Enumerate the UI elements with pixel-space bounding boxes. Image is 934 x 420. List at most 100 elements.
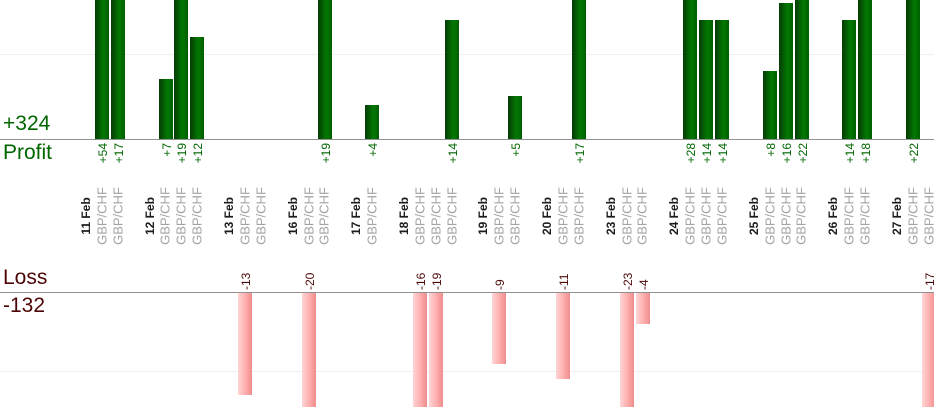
loss-value-label: -16: [414, 272, 428, 290]
pair-label: GBP/CHF: [857, 187, 873, 245]
date-label: 13 Feb: [222, 196, 237, 236]
profit-bar: [318, 0, 332, 139]
loss-bar: [620, 293, 634, 407]
profit-bar: [508, 96, 522, 139]
pair-label: GBP/CHF: [157, 187, 173, 245]
loss-value-label: -13: [239, 272, 253, 290]
date-label: 16 Feb: [285, 196, 300, 236]
pair-label: GBP/CHF: [491, 187, 507, 245]
profit-value-label: +19: [319, 143, 333, 164]
pair-label: GBP/CHF: [94, 187, 110, 245]
loss-bar: [429, 293, 443, 407]
loss-bar: [492, 293, 506, 364]
loss-value-label: -9: [493, 279, 507, 290]
profit-gridline: [0, 54, 934, 55]
profit-value-label: +22: [907, 143, 921, 164]
date-label: 27 Feb: [889, 196, 904, 236]
loss-bar: [922, 293, 934, 407]
profit-value-label: +14: [716, 143, 730, 164]
profit-value-label: +22: [796, 143, 810, 164]
profit-value-label: +12: [191, 143, 205, 164]
profit-value-label: +4: [366, 143, 380, 157]
pair-label: GBP/CHF: [253, 187, 269, 245]
pair-label: GBP/CHF: [619, 187, 635, 245]
profit-axis-title: Profit: [3, 141, 53, 164]
profit-bar: [699, 20, 713, 139]
profit-value-label: +28: [684, 143, 698, 164]
pair-label: GBP/CHF: [905, 187, 921, 245]
date-label: 18 Feb: [396, 196, 411, 236]
loss-gridline: [0, 371, 934, 372]
profit-total-label: +324: [3, 112, 51, 135]
date-label: 11 Feb: [78, 197, 93, 235]
profit-value-label: +18: [859, 143, 873, 164]
date-label: 25 Feb: [746, 196, 761, 236]
loss-value-label: -23: [621, 272, 635, 290]
pair-label: GBP/CHF: [173, 187, 189, 245]
profit-bar: [111, 0, 125, 139]
pair-label: GBP/CHF: [682, 187, 698, 245]
profit-value-label: +14: [446, 143, 460, 164]
date-label: 26 Feb: [826, 196, 841, 236]
pair-label: GBP/CHF: [189, 187, 205, 245]
loss-bar: [238, 293, 252, 395]
loss-plot-area: [0, 293, 934, 407]
profit-bar: [365, 105, 379, 139]
pair-label: GBP/CHF: [428, 187, 444, 245]
profit-value-label: +54: [96, 143, 110, 164]
profit-bar: [190, 37, 204, 139]
pair-label: GBP/CHF: [237, 187, 253, 245]
profit-bar: [795, 0, 809, 139]
loss-value-label: -20: [303, 272, 317, 290]
profit-value-label: +17: [112, 143, 126, 164]
pair-label: GBP/CHF: [793, 187, 809, 245]
profit-bar: [159, 79, 173, 139]
pair-label: GBP/CHF: [301, 187, 317, 245]
profit-bar: [715, 20, 729, 139]
profit-bar: [779, 3, 793, 139]
loss-bar: [302, 293, 316, 407]
pair-label: GBP/CHF: [762, 187, 778, 245]
date-label: 19 Feb: [476, 196, 491, 236]
profit-value-label: +14: [843, 143, 857, 164]
profit-bar: [572, 0, 586, 139]
profit-value-label: +8: [764, 143, 778, 157]
date-label: 24 Feb: [667, 196, 682, 236]
profit-bar: [906, 0, 920, 139]
pair-label: GBP/CHF: [921, 187, 934, 245]
profit-value-label: +16: [780, 143, 794, 164]
pair-label: GBP/CHF: [698, 187, 714, 245]
loss-axis-title: Loss: [3, 266, 48, 289]
pair-label: GBP/CHF: [316, 187, 332, 245]
loss-value-label: -19: [430, 272, 444, 290]
pair-label: GBP/CHF: [841, 187, 857, 245]
date-label: 17 Feb: [349, 196, 364, 236]
loss-total-label: -132: [3, 294, 46, 317]
loss-value-label: -4: [637, 279, 651, 290]
profit-value-label: +7: [160, 143, 174, 157]
pair-label: GBP/CHF: [778, 187, 794, 245]
date-label: 23 Feb: [603, 196, 618, 236]
profit-value-label: +17: [573, 143, 587, 164]
pair-label: GBP/CHF: [555, 187, 571, 245]
profit-bar: [858, 0, 872, 139]
loss-bar: [413, 293, 427, 407]
pair-label: GBP/CHF: [634, 187, 650, 245]
profit-bar: [683, 0, 697, 139]
profit-value-label: +19: [175, 143, 189, 164]
loss-axis-line: [0, 292, 934, 293]
profit-value-label: +5: [509, 143, 523, 157]
pair-label: GBP/CHF: [714, 187, 730, 245]
date-label: 12 Feb: [142, 196, 157, 236]
loss-bar: [636, 293, 650, 324]
pair-label: GBP/CHF: [364, 187, 380, 245]
profit-value-label: +14: [700, 143, 714, 164]
profit-axis-line: [0, 139, 934, 140]
profit-bar: [174, 0, 188, 139]
profit-plot-area: [0, 0, 934, 139]
loss-value-label: -11: [557, 273, 571, 290]
profit-bar: [763, 71, 777, 139]
profit-bar: [95, 0, 109, 139]
pair-label: GBP/CHF: [444, 187, 460, 245]
